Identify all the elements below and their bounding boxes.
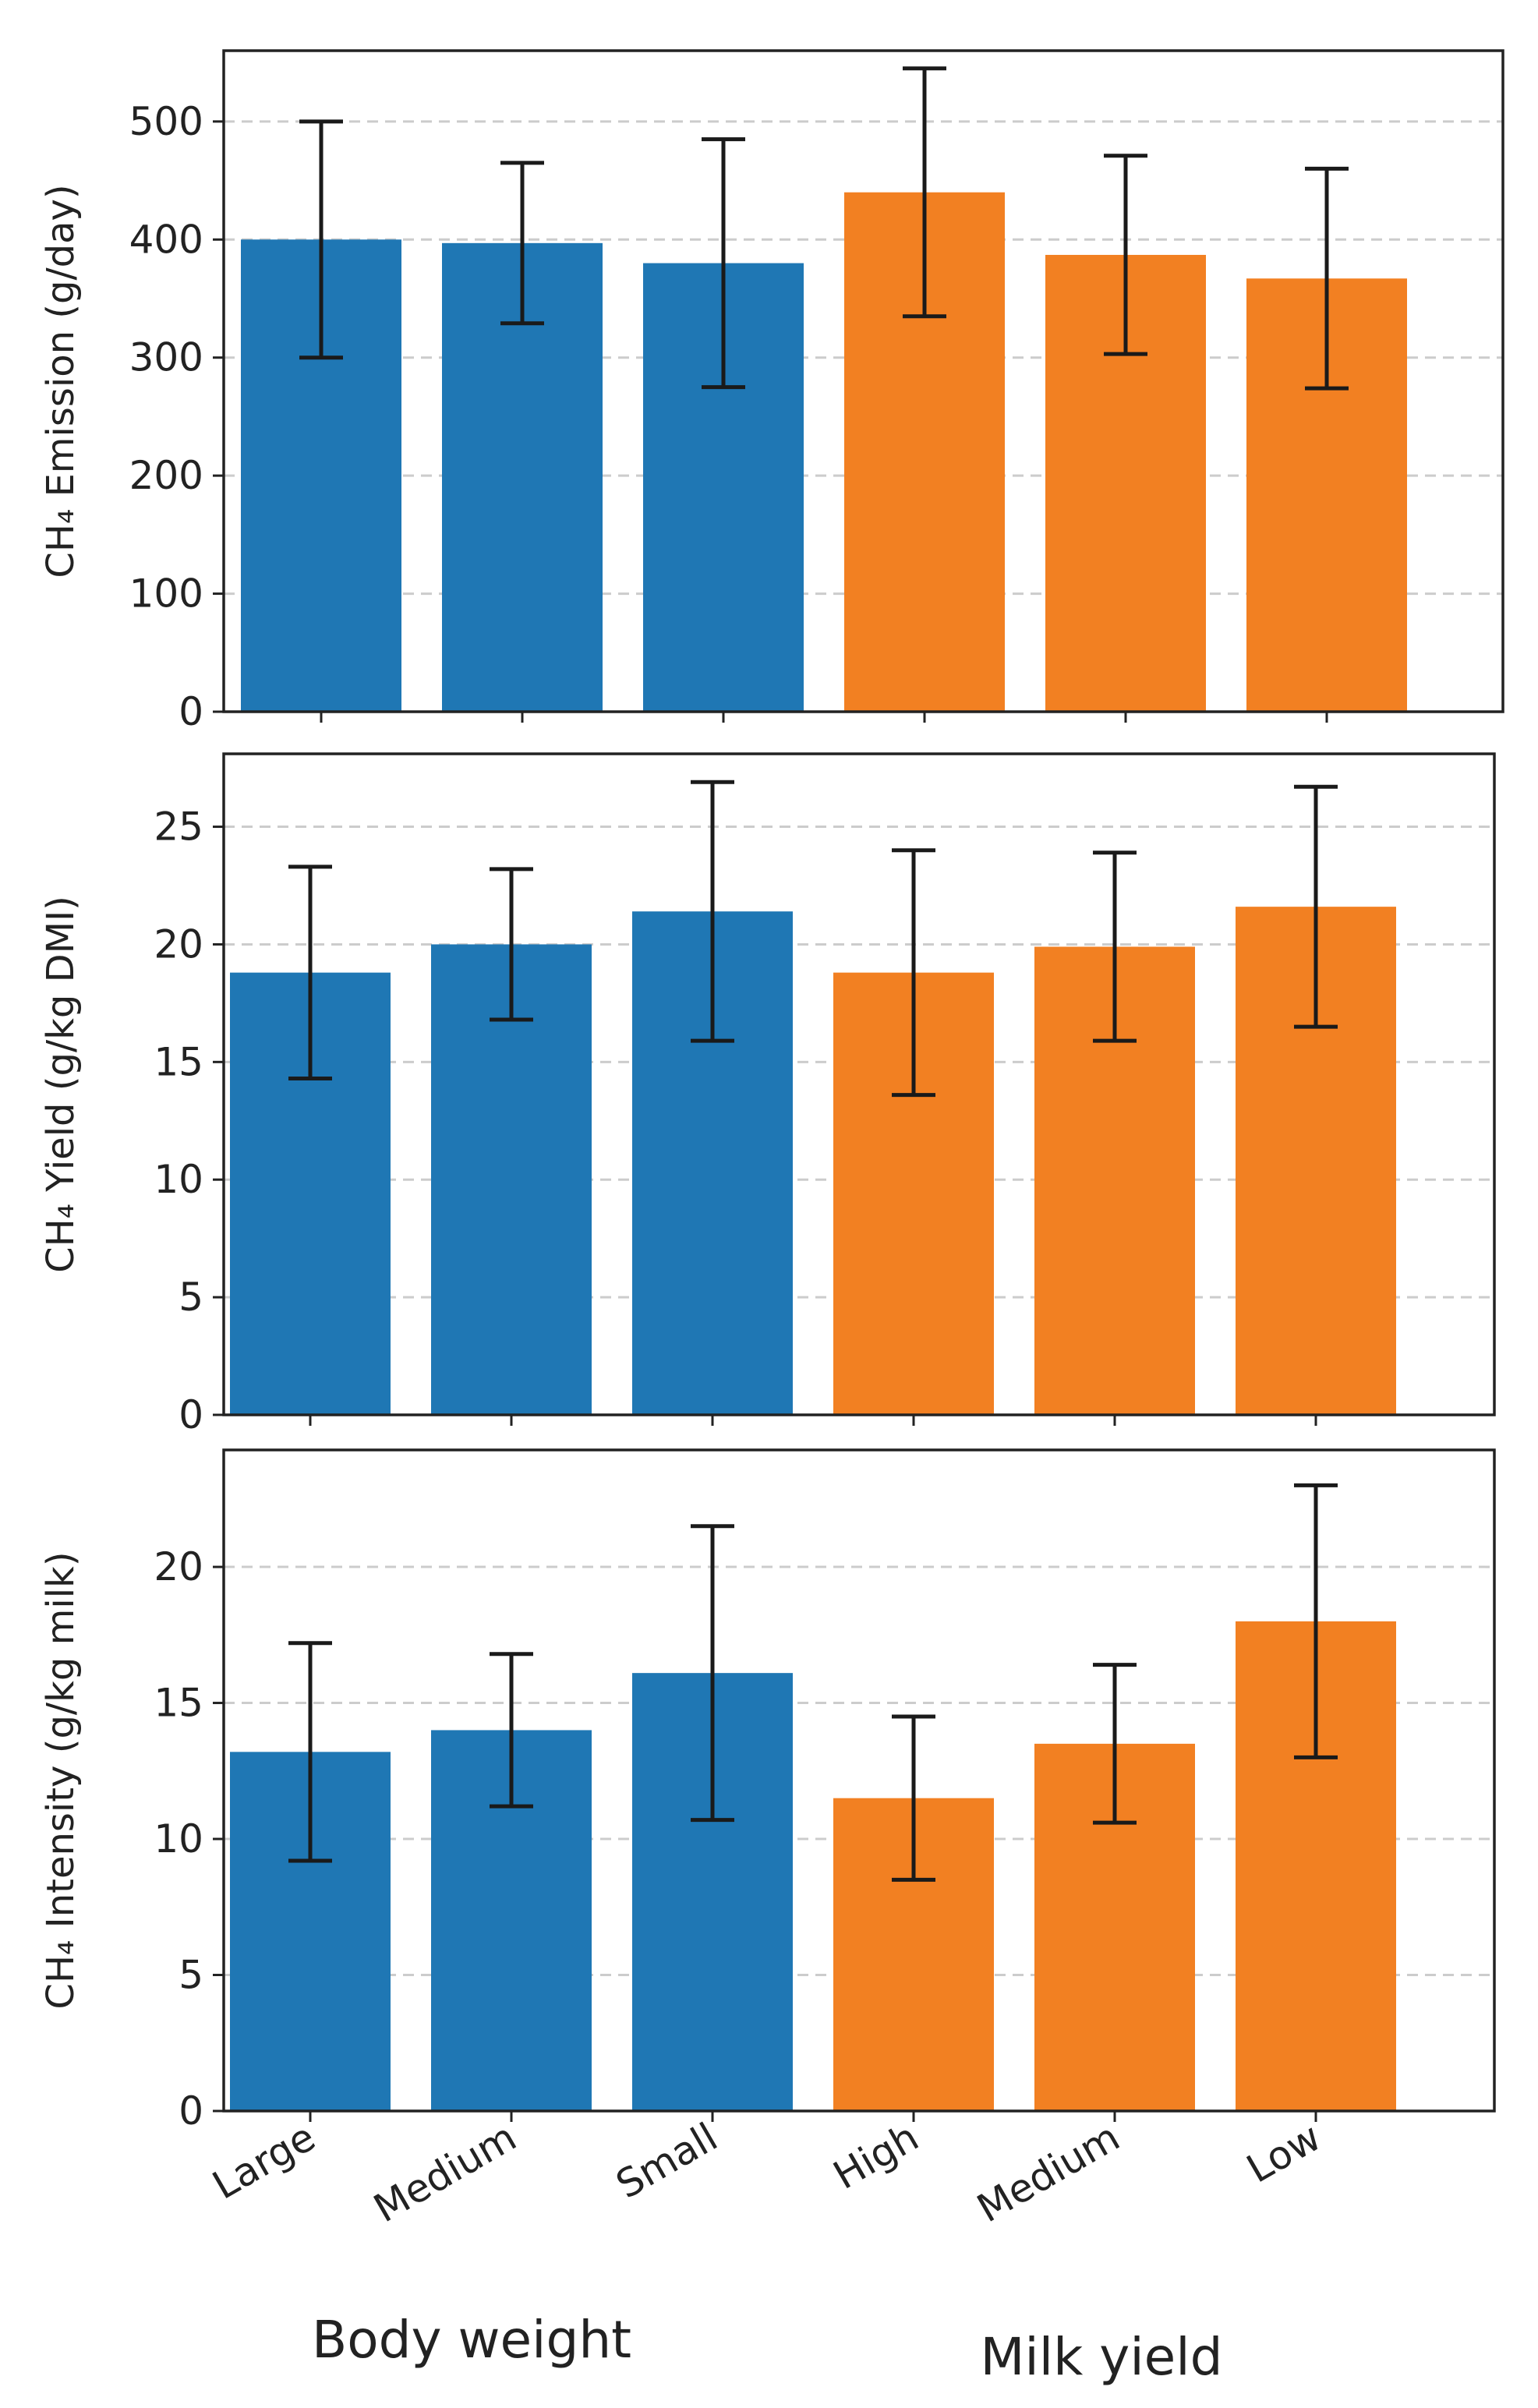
axes-frame	[222, 1448, 1496, 2113]
y-tick-label: 10	[154, 1157, 203, 1202]
y-tick-label: 500	[129, 99, 203, 144]
error-bar	[702, 137, 745, 390]
y-tick-label: 5	[179, 1275, 203, 1320]
error-bar	[1093, 1663, 1137, 1825]
error-bar	[1294, 1483, 1338, 1759]
error-bar	[299, 119, 343, 360]
error-bar	[500, 161, 544, 326]
y-axis-label: CH₄ Yield (g/kg DMI)	[39, 896, 83, 1273]
group-label-milk-yield: Milk yield	[980, 2327, 1222, 2387]
error-bar	[288, 1641, 332, 1863]
y-tick-label: 20	[154, 1544, 203, 1589]
error-bar	[691, 780, 734, 1043]
error-bar	[1093, 850, 1137, 1043]
y-tick-label: 15	[154, 1681, 203, 1726]
y-tick-label: 15	[154, 1039, 203, 1084]
error-bar	[490, 1652, 533, 1809]
y-tick-label: 5	[179, 1953, 203, 1998]
group-label-body-weight: Body weight	[312, 2310, 631, 2370]
y-tick-label: 10	[154, 1816, 203, 1862]
error-bar	[691, 1524, 734, 1823]
y-axis-label: CH₄ Intensity (g/kg milk)	[39, 1551, 83, 2009]
error-bar	[903, 66, 946, 319]
y-tick-label: 100	[129, 571, 203, 617]
panel-yield: 0 5 10 15 20 25 CH₄ Yield (g/kg DMI)	[39, 752, 1496, 1437]
error-bar	[288, 865, 332, 1080]
bar-yield-2	[431, 944, 592, 1415]
y-tick-label: 20	[154, 921, 203, 967]
y-tick-label: 300	[129, 335, 203, 380]
y-axis-label: CH₄ Emission (g/day)	[39, 184, 83, 578]
error-bar	[1305, 166, 1349, 391]
axes-frame	[222, 49, 1504, 713]
error-bar	[1104, 154, 1147, 356]
error-bar	[892, 1714, 935, 1882]
error-bar	[892, 848, 935, 1098]
y-tick-label: 400	[129, 217, 203, 262]
y-tick-label: 200	[129, 453, 203, 498]
axes-frame	[222, 752, 1496, 1416]
y-tick-label: 0	[179, 689, 203, 734]
panel-emission: 0 100 200 300 400 500 CH₄ Emission (g/day)	[39, 49, 1504, 734]
y-tick-label: 25	[154, 804, 203, 850]
error-bar	[1294, 784, 1338, 1029]
y-tick-label: 0	[179, 1392, 203, 1437]
y-tick-label: 0	[179, 2088, 203, 2134]
panel-intensity: 0 5 10 15 20 CH₄ Intensity (g/kg milk)	[39, 1448, 1496, 2134]
error-bar	[490, 867, 533, 1022]
